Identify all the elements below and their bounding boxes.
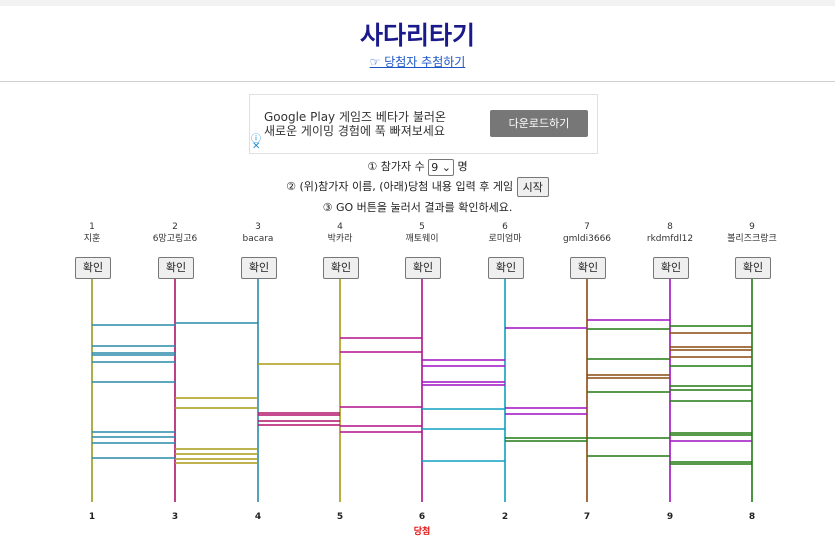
result-value: 2 bbox=[501, 512, 509, 522]
result-value: 8 bbox=[748, 512, 756, 522]
participant-header: 9 볼리즈크랑크 bbox=[711, 221, 793, 245]
start-button[interactable]: 시작 bbox=[516, 177, 549, 197]
participant-number: 5 bbox=[419, 222, 425, 232]
participant-count-select[interactable]: 9 ⌄ bbox=[428, 158, 454, 176]
header-divider bbox=[0, 81, 835, 82]
top-bar bbox=[0, 0, 835, 6]
confirm-button[interactable]: 확인 bbox=[653, 257, 689, 279]
participant-header: 1 지훈 bbox=[51, 221, 133, 245]
winner-label: 당첨 bbox=[413, 527, 431, 537]
participant-number: 2 bbox=[172, 222, 178, 232]
participant-header: 4 박카라 bbox=[299, 221, 381, 245]
participant-name: 로미엄마 bbox=[488, 234, 522, 244]
participant-number: 4 bbox=[337, 222, 343, 232]
result-value: 5 bbox=[336, 512, 344, 522]
step1-suffix: 명 bbox=[457, 160, 468, 173]
participant-header: 8 rkdmfdl12 bbox=[629, 221, 711, 245]
participant-count-value: 9 bbox=[431, 160, 439, 174]
participant-number: 9 bbox=[749, 222, 755, 232]
draw-winner-link[interactable]: ☞ 당첨자 추첨하기 bbox=[369, 55, 466, 69]
step2-row: ② (위)참가자 이름, (아래)당첨 내용 입력 후 게임 시작 bbox=[0, 177, 835, 197]
result-value: 7 bbox=[583, 512, 591, 522]
confirm-button[interactable]: 확인 bbox=[75, 257, 111, 279]
result-value: 9 bbox=[666, 512, 674, 522]
participant-name: 6망고링고6 bbox=[152, 234, 198, 244]
participant-header: 3 bacara bbox=[217, 221, 299, 245]
participant-number: 8 bbox=[667, 222, 673, 232]
participant-number: 6 bbox=[502, 222, 508, 232]
participant-name: rkdmfdl12 bbox=[646, 234, 694, 244]
participant-name: 박카라 bbox=[327, 234, 353, 244]
participant-number: 7 bbox=[584, 222, 590, 232]
participant-name: 깨토웨이 bbox=[405, 234, 439, 244]
participant-name: 지훈 bbox=[83, 234, 101, 244]
chevron-down-icon: ⌄ bbox=[441, 160, 451, 174]
close-icon[interactable]: ✕ bbox=[252, 141, 261, 152]
result-value: 6 bbox=[418, 512, 426, 522]
participant-number: 1 bbox=[89, 222, 95, 232]
step1-label: ① 참가자 수 bbox=[367, 160, 425, 173]
participant-header: 2 6망고링고6 bbox=[134, 221, 216, 245]
result-value: 3 bbox=[171, 512, 179, 522]
participant-header: 6 로미엄마 bbox=[464, 221, 546, 245]
participant-header: 7 gmldi3666 bbox=[546, 221, 628, 245]
confirm-button[interactable]: 확인 bbox=[488, 257, 524, 279]
ad-text-line2: 새로운 게이밍 경험에 푹 빠져보세요 bbox=[264, 124, 445, 138]
confirm-button[interactable]: 확인 bbox=[158, 257, 194, 279]
participant-number: 3 bbox=[255, 222, 261, 232]
step3-label: ③ GO 버튼을 눌러서 결과를 확인하세요. bbox=[322, 201, 513, 214]
confirm-button[interactable]: 확인 bbox=[735, 257, 771, 279]
participant-header: 5 깨토웨이 bbox=[381, 221, 463, 245]
participant-name: gmldi3666 bbox=[562, 234, 612, 244]
confirm-button[interactable]: 확인 bbox=[323, 257, 359, 279]
confirm-button[interactable]: 확인 bbox=[241, 257, 277, 279]
participant-name: bacara bbox=[242, 234, 274, 244]
result-value: 1 bbox=[88, 512, 96, 522]
ad-text-line1: Google Play 게임즈 베타가 불러온 bbox=[264, 110, 446, 124]
participant-name: 볼리즈크랑크 bbox=[727, 234, 777, 244]
page-title: 사다리타기 bbox=[359, 21, 475, 50]
ladder-board bbox=[91, 278, 753, 502]
step2-label: ② (위)참가자 이름, (아래)당첨 내용 입력 후 게임 bbox=[286, 180, 514, 193]
confirm-button[interactable]: 확인 bbox=[570, 257, 606, 279]
info-icon[interactable]: ⓘ bbox=[251, 134, 261, 145]
ad-banner[interactable]: Google Play 게임즈 베타가 불러온 새로운 게이밍 경험에 푹 빠져… bbox=[249, 94, 598, 154]
ad-download-button[interactable]: 다운로드하기 bbox=[490, 110, 588, 137]
result-value: 4 bbox=[254, 512, 262, 522]
step1-row: ① 참가자 수 9 ⌄ 명 bbox=[0, 158, 835, 176]
confirm-button[interactable]: 확인 bbox=[405, 257, 441, 279]
